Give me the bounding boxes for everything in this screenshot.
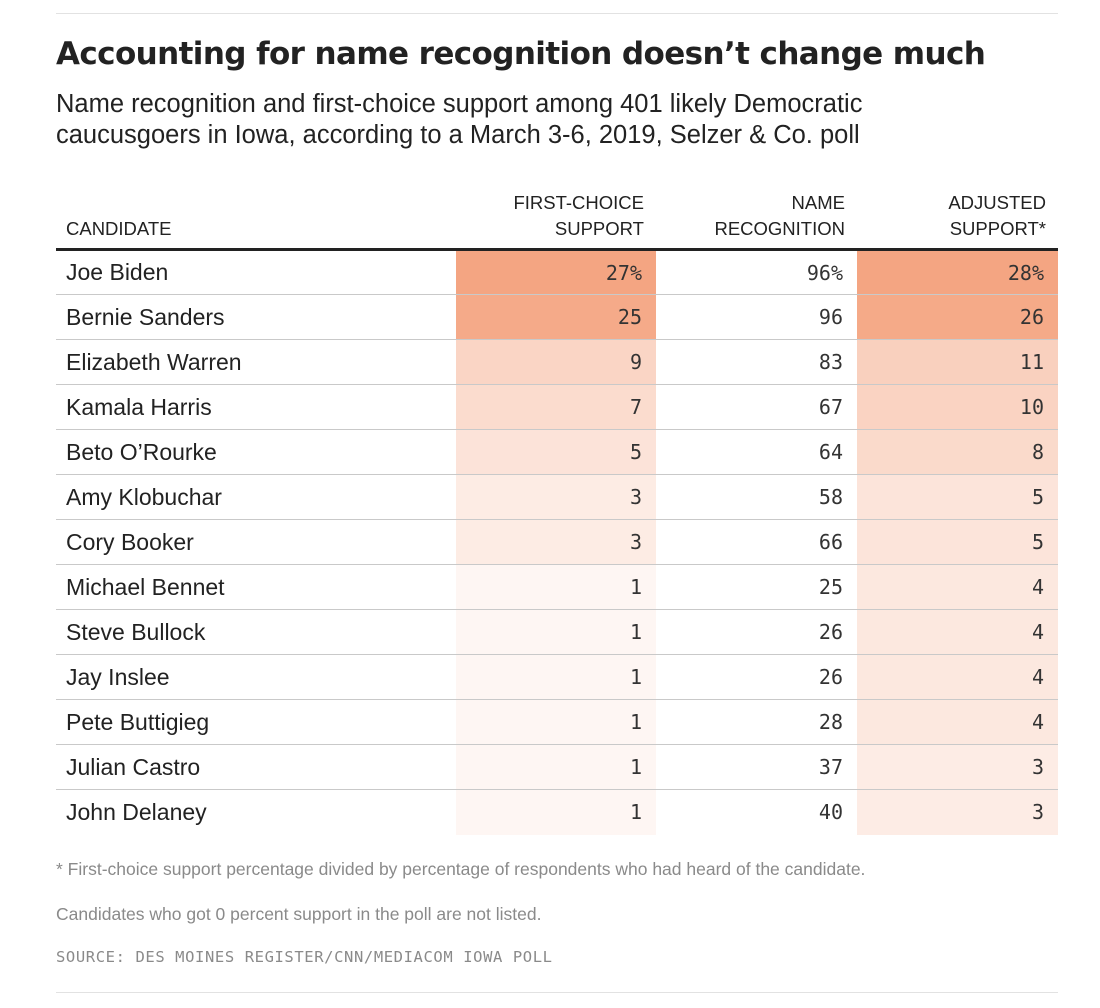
table-row: John Delaney 1 40 3 (56, 789, 1058, 835)
adjusted-cell: 3 (857, 789, 1058, 835)
candidate-name: Steve Bullock (56, 609, 456, 655)
name-recognition-cell: 83 (656, 339, 857, 385)
header-label: RECOGNITION (714, 218, 845, 239)
table-row: Bernie Sanders 25 96 26 (56, 294, 1058, 340)
first-choice-cell: 25 (456, 294, 656, 340)
table-row: Elizabeth Warren 9 83 11 (56, 339, 1058, 385)
candidate-name: Joe Biden (56, 249, 456, 295)
candidate-name: Pete Buttigieg (56, 699, 456, 745)
name-recognition-cell: 66 (656, 519, 857, 565)
header-candidate: CANDIDATE (56, 190, 456, 251)
adjusted-cell: 4 (857, 564, 1058, 610)
name-recognition-cell: 67 (656, 384, 857, 430)
name-recognition-cell: 28 (656, 699, 857, 745)
chart-subtitle: Name recognition and first-choice suppor… (56, 89, 1058, 151)
candidate-name: Amy Klobuchar (56, 474, 456, 520)
candidate-name: Elizabeth Warren (56, 339, 456, 385)
name-recognition-cell: 26 (656, 609, 857, 655)
candidate-name: Beto O’Rourke (56, 429, 456, 475)
first-choice-cell: 1 (456, 564, 656, 610)
name-recognition-cell: 96 (656, 294, 857, 340)
candidate-name: Michael Bennet (56, 564, 456, 610)
table-row: Joe Biden 27% 96% 28% (56, 249, 1058, 295)
header-label: CANDIDATE (66, 218, 172, 239)
candidate-name: Jay Inslee (56, 654, 456, 700)
adjusted-cell: 28% (857, 249, 1058, 295)
source-line: SOURCE: DES MOINES REGISTER/CNN/MEDIACOM… (56, 948, 553, 966)
table-row: Steve Bullock 1 26 4 (56, 609, 1058, 655)
name-recognition-cell: 25 (656, 564, 857, 610)
first-choice-cell: 1 (456, 699, 656, 745)
chart-title: Accounting for name recognition doesn’t … (56, 36, 986, 72)
name-recognition-cell: 40 (818, 800, 843, 825)
first-choice-cell: 1 (456, 789, 656, 835)
first-choice-cell: 5 (456, 429, 656, 475)
header-first-choice: FIRST-CHOICE SUPPORT (456, 190, 656, 251)
table-row: Pete Buttigieg 1 28 4 (56, 699, 1058, 745)
table-body: Joe Biden 27% 96% 28% Bernie Sanders 25 96 26 El… (56, 249, 1058, 835)
bottom-divider (56, 992, 1058, 993)
header-name-recognition: NAME RECOGNITION (656, 190, 857, 251)
top-divider (56, 13, 1058, 14)
first-choice-cell: 27% (456, 249, 656, 295)
adjusted-cell: 4 (857, 699, 1058, 745)
table-row: Michael Bennet 1 25 4 (56, 564, 1058, 610)
header-label: SUPPORT (554, 218, 644, 239)
candidate-name: Julian Castro (56, 744, 456, 790)
name-recognition-cell: 64 (656, 429, 857, 475)
results-table: CANDIDATE FIRST-CHOICE SUPPORT NAME RECO… (56, 190, 1058, 835)
candidate-name: Cory Booker (56, 519, 456, 565)
adjusted-cell: 8 (857, 429, 1058, 475)
candidate-name: John Delaney (66, 798, 207, 825)
header-adjusted: ADJUSTED SUPPORT* (857, 190, 1058, 251)
first-choice-cell: 1 (456, 654, 656, 700)
first-choice-cell: 3 (456, 519, 656, 565)
header-label: ADJUSTED (948, 192, 1046, 213)
first-choice-cell: 1 (456, 744, 656, 790)
name-recognition-cell: 58 (656, 474, 857, 520)
table-row: Amy Klobuchar 3 58 5 (56, 474, 1058, 520)
name-recognition-cell: 96% (656, 249, 857, 295)
candidate-name: Bernie Sanders (56, 294, 456, 340)
adjusted-cell: 26 (857, 294, 1058, 340)
first-choice-cell: 7 (456, 384, 656, 430)
candidate-name: Kamala Harris (56, 384, 456, 430)
name-recognition-cell: 37 (656, 744, 857, 790)
subtitle-line: caucusgoers in Iowa, according to a Marc… (56, 121, 860, 149)
first-choice-cell: 1 (456, 609, 656, 655)
adjusted-cell: 10 (857, 384, 1058, 430)
first-choice-cell: 9 (456, 339, 656, 385)
header-label: NAME (791, 192, 845, 213)
subtitle-line: Name recognition and first-choice suppor… (56, 90, 863, 118)
adjusted-cell: 4 (857, 609, 1058, 655)
footnote-excluded: Candidates who got 0 percent support in … (56, 904, 542, 924)
table-header-row: CANDIDATE FIRST-CHOICE SUPPORT NAME RECO… (56, 190, 1058, 251)
table-row: Kamala Harris 7 67 10 (56, 384, 1058, 430)
footnote-adjusted: * First-choice support percentage divide… (56, 859, 866, 879)
header-label: FIRST-CHOICE (513, 192, 644, 213)
header-label: SUPPORT* (949, 218, 1046, 239)
name-recognition-cell: 26 (656, 654, 857, 700)
adjusted-cell: 4 (857, 654, 1058, 700)
table-row: Jay Inslee 1 26 4 (56, 654, 1058, 700)
table-row: Cory Booker 3 66 5 (56, 519, 1058, 565)
table-row: Julian Castro 1 37 3 (56, 744, 1058, 790)
adjusted-cell: 5 (857, 519, 1058, 565)
table-row: Beto O’Rourke 5 64 8 (56, 429, 1058, 475)
adjusted-cell: 5 (857, 474, 1058, 520)
adjusted-cell: 11 (857, 339, 1058, 385)
first-choice-cell: 3 (456, 474, 656, 520)
adjusted-cell: 3 (857, 744, 1058, 790)
